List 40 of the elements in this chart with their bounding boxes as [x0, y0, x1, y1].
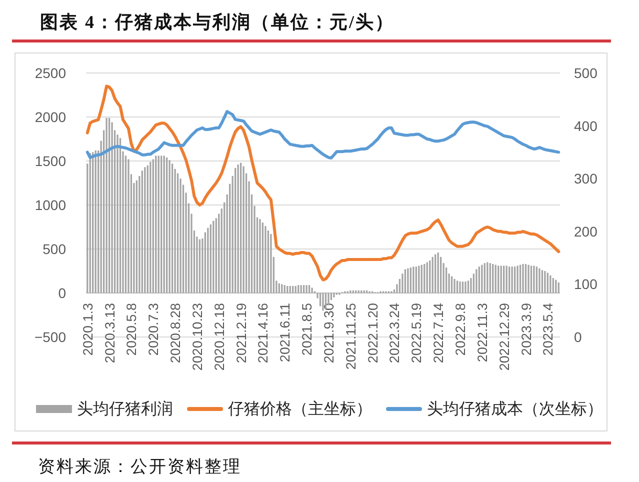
x-tick-label: 2020.5.8 — [124, 303, 140, 356]
x-tick-label: 2021.2.19 — [234, 303, 249, 364]
y-tick-label: −500 — [34, 329, 66, 345]
annotation: 资料来源：公开资料整理 — [38, 457, 242, 476]
legend-label: 仔猪价格（主坐标） — [228, 401, 372, 418]
y-tick-label: 2000 — [34, 109, 66, 125]
x-tick-label: 2020.3.13 — [102, 303, 118, 364]
y2-tick-label: 400 — [574, 118, 598, 134]
legend-label: 头均仔猪成本（次坐标） — [427, 401, 603, 418]
x-tick-label: 2021.9.30 — [321, 303, 336, 364]
x-tick-label: 2020.7.3 — [146, 303, 162, 356]
x-tick-label: 2022.3.24 — [387, 303, 402, 364]
x-tick-label: 2020.10.23 — [190, 303, 205, 371]
title: 图表 4：仔猪成本与利润（单位：元/头） — [40, 12, 395, 32]
x-tick-label: 2020.1.3 — [80, 303, 96, 356]
y2-tick-label: 500 — [574, 65, 598, 81]
x-tick-label: 2021.8.5 — [300, 303, 315, 356]
x-tick-label: 2020.8.28 — [168, 303, 184, 364]
x-tick-label: 2022.11.3 — [474, 303, 490, 362]
x-tick-label: 2022.7.14 — [431, 303, 446, 364]
y-tick-label: 1500 — [34, 153, 66, 169]
x-tick-label: 2021.6.11 — [278, 303, 293, 362]
legend-label: 头均仔猪利润 — [77, 401, 173, 418]
y2-tick-label: 0 — [574, 329, 582, 345]
x-tick-label: 2022.1.20 — [365, 303, 380, 364]
x-tick-label: 2021.11.25 — [343, 303, 358, 370]
x-tick-label: 2020.12.18 — [212, 303, 227, 371]
y2-tick-label: 300 — [574, 170, 598, 187]
x-tick-label: 2023.5.4 — [540, 303, 556, 356]
x-tick-label: 2022.5.19 — [409, 303, 424, 364]
x-tick-label: 2022.9.8 — [453, 303, 468, 356]
y2-tick-label: 200 — [574, 223, 598, 240]
y-tick-label: 2500 — [34, 65, 66, 81]
y-tick-label: 0 — [58, 285, 66, 301]
x-tick-label: 2022.12.29 — [496, 303, 512, 371]
y2-tick-label: 100 — [574, 276, 598, 292]
y-tick-label: 500 — [42, 241, 66, 257]
x-tick-label: 2021.4.16 — [256, 303, 271, 364]
x-tick-label: 2023.3.9 — [518, 303, 534, 356]
y-tick-label: 1000 — [34, 197, 66, 213]
